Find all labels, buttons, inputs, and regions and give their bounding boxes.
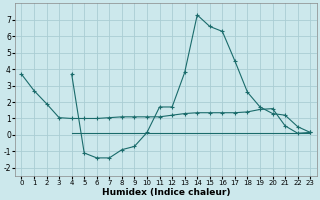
X-axis label: Humidex (Indice chaleur): Humidex (Indice chaleur) bbox=[101, 188, 230, 197]
